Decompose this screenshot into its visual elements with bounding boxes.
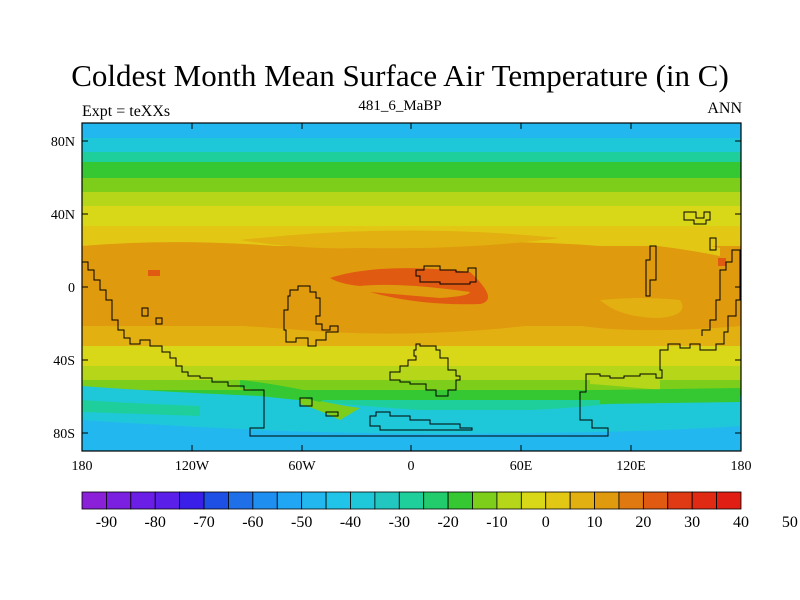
colorbar-label: -60 — [242, 514, 263, 531]
x-tick-label: 180 — [731, 459, 752, 474]
colorbar-label: 40 — [733, 514, 749, 531]
colorbar-label: -80 — [145, 514, 166, 531]
y-tick-label: 0 — [68, 281, 75, 296]
x-tick-label: 0 — [408, 459, 415, 474]
colorbar-box — [691, 491, 717, 510]
colorbar-label: -20 — [437, 514, 458, 531]
colorbar-label: 0 — [542, 514, 550, 531]
colorbar-box — [716, 491, 742, 510]
period-label: 481_6_MaBP — [358, 98, 442, 114]
colorbar-box — [106, 491, 132, 510]
y-tick-label: 80N — [51, 135, 75, 150]
colorbar-box — [642, 491, 669, 510]
coastlines — [82, 211, 741, 437]
colorbar-box — [447, 491, 473, 510]
x-tick-label: 120W — [175, 459, 210, 474]
colorbar-label: -40 — [340, 514, 361, 531]
map-title: Coldest Month Mean Surface Air Temperatu… — [71, 58, 729, 93]
y-tick-label: 80S — [53, 427, 75, 442]
colorbar-box — [252, 491, 278, 510]
colorbar-label: -10 — [486, 514, 507, 531]
x-tick-label: 180 — [72, 459, 93, 474]
y-tick-marks — [82, 140, 741, 434]
colorbar-box — [179, 491, 205, 510]
colorbar-label: -90 — [96, 514, 117, 531]
colorbar-labels: -90 -80 -70 -60 -50 -40 -30 -20 -10 0 10 20 30 40 50 — [96, 514, 798, 531]
colorbar-box — [325, 491, 351, 510]
colorbar-label: 30 — [684, 514, 700, 531]
colorbar-box — [203, 491, 229, 510]
colorbar-box — [81, 491, 107, 510]
season-label: ANN — [707, 100, 742, 117]
colorbar — [81, 491, 742, 510]
experiment-label: Expt = teXXs — [82, 103, 171, 120]
colorbar-box — [276, 491, 303, 510]
colorbar-box — [618, 491, 644, 510]
colorbar-label: -70 — [193, 514, 214, 531]
colorbar-box — [423, 491, 449, 510]
colorbar-label: 50 — [782, 514, 798, 531]
colorbar-box — [545, 491, 571, 510]
x-tick-label: 60W — [288, 459, 316, 474]
colorbar-box — [520, 491, 547, 510]
colorbar-box — [130, 491, 156, 510]
y-tick-label: 40N — [51, 208, 75, 223]
colorbar-label: -50 — [291, 514, 312, 531]
x-tick-marks — [81, 123, 742, 451]
y-tick-label: 40S — [53, 354, 75, 369]
x-tick-label: 120E — [616, 459, 646, 474]
colorbar-label: 20 — [635, 514, 651, 531]
colorbar-box — [350, 491, 376, 510]
colorbar-box — [301, 491, 327, 510]
colorbar-box — [569, 491, 595, 510]
colorbar-box — [398, 491, 425, 510]
colorbar-box — [374, 491, 400, 510]
colorbar-box — [594, 491, 620, 510]
colorbar-label: 10 — [587, 514, 603, 531]
colorbar-box — [472, 491, 498, 510]
colorbar-box — [667, 491, 693, 510]
colorbar-label: -30 — [389, 514, 410, 531]
x-tick-label: 60E — [510, 459, 533, 474]
temperature-field — [82, 123, 741, 451]
colorbar-box — [228, 491, 254, 510]
colorbar-box — [496, 491, 522, 510]
colorbar-box — [154, 491, 181, 510]
